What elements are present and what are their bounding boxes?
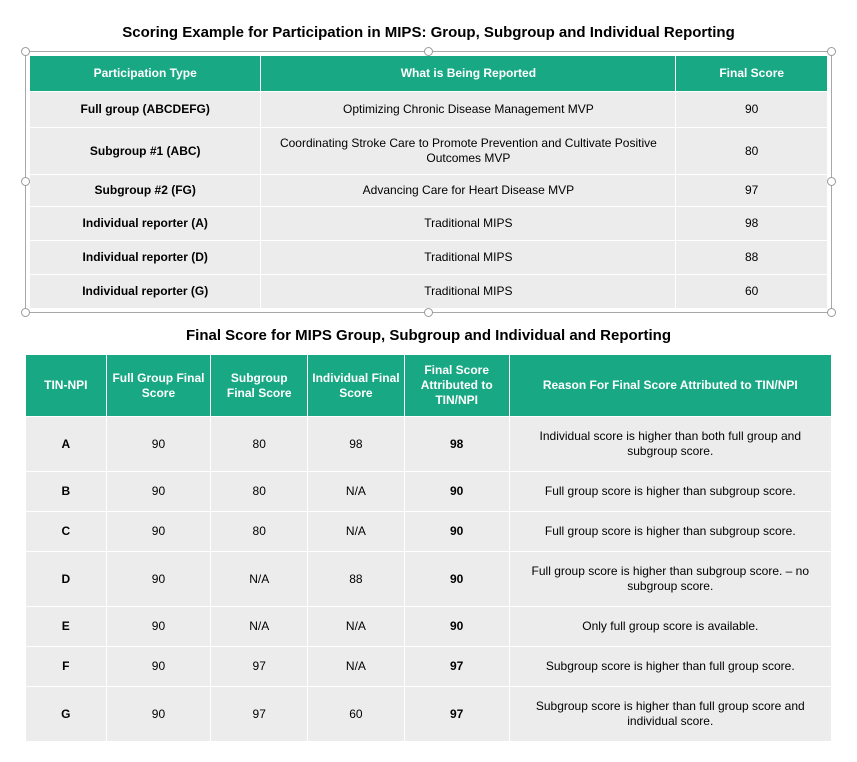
cell-final: 90 xyxy=(404,472,509,512)
cell-full: 90 xyxy=(106,552,211,607)
cell-full: 90 xyxy=(106,687,211,742)
cell-type: Full group (ABCDEFG) xyxy=(30,92,261,128)
cell-reason: Full group score is higher than subgroup… xyxy=(509,552,831,607)
cell-reason: Subgroup score is higher than full group… xyxy=(509,687,831,742)
table-row: B 90 80 N/A 90 Full group score is highe… xyxy=(26,472,832,512)
th-reason: Reason For Final Score Attributed to TIN… xyxy=(509,355,831,417)
cell-report: Traditional MIPS xyxy=(261,207,676,241)
resize-handle-top-right[interactable] xyxy=(827,47,836,56)
cell-type: Individual reporter (A) xyxy=(30,207,261,241)
cell-sub: N/A xyxy=(211,607,308,647)
cell-reason: Subgroup score is higher than full group… xyxy=(509,647,831,687)
cell-score: 90 xyxy=(676,92,828,128)
cell-reason: Individual score is higher than both ful… xyxy=(509,417,831,472)
cell-score: 97 xyxy=(676,175,828,207)
cell-final: 97 xyxy=(404,647,509,687)
cell-final: 98 xyxy=(404,417,509,472)
cell-full: 90 xyxy=(106,607,211,647)
table-row: Individual reporter (D) Traditional MIPS… xyxy=(30,241,828,275)
cell-type: Subgroup #2 (FG) xyxy=(30,175,261,207)
resize-handle-mid-left[interactable] xyxy=(21,177,30,186)
cell-final: 90 xyxy=(404,607,509,647)
th-what-reported: What is Being Reported xyxy=(261,56,676,92)
resize-handle-bottom-center[interactable] xyxy=(424,308,433,317)
cell-score: 88 xyxy=(676,241,828,275)
cell-id: F xyxy=(26,647,107,687)
resize-handle-top-center[interactable] xyxy=(424,47,433,56)
cell-ind: N/A xyxy=(308,607,405,647)
table-row: D 90 N/A 88 90 Full group score is highe… xyxy=(26,552,832,607)
resize-handle-bottom-right[interactable] xyxy=(827,308,836,317)
resize-handle-top-left[interactable] xyxy=(21,47,30,56)
cell-score: 80 xyxy=(676,128,828,175)
resize-handle-mid-right[interactable] xyxy=(827,177,836,186)
table-row: A 90 80 98 98 Individual score is higher… xyxy=(26,417,832,472)
participation-table: Participation Type What is Being Reporte… xyxy=(29,55,828,309)
table-row: C 90 80 N/A 90 Full group score is highe… xyxy=(26,512,832,552)
cell-full: 90 xyxy=(106,472,211,512)
table-row: Subgroup #1 (ABC) Coordinating Stroke Ca… xyxy=(30,128,828,175)
cell-report: Traditional MIPS xyxy=(261,275,676,309)
cell-full: 90 xyxy=(106,417,211,472)
cell-sub: 80 xyxy=(211,417,308,472)
cell-final: 90 xyxy=(404,512,509,552)
cell-sub: N/A xyxy=(211,552,308,607)
cell-reason: Full group score is higher than subgroup… xyxy=(509,512,831,552)
cell-report: Coordinating Stroke Care to Promote Prev… xyxy=(261,128,676,175)
cell-id: B xyxy=(26,472,107,512)
table2-header-row: TIN-NPI Full Group Final Score Subgroup … xyxy=(26,355,832,417)
th-final-score: Final Score xyxy=(676,56,828,92)
resize-handle-bottom-left[interactable] xyxy=(21,308,30,317)
cell-ind: 98 xyxy=(308,417,405,472)
cell-type: Individual reporter (G) xyxy=(30,275,261,309)
cell-id: D xyxy=(26,552,107,607)
cell-final: 97 xyxy=(404,687,509,742)
cell-ind: N/A xyxy=(308,512,405,552)
table1-title: Scoring Example for Participation in MIP… xyxy=(25,24,832,41)
cell-type: Individual reporter (D) xyxy=(30,241,261,275)
cell-type: Subgroup #1 (ABC) xyxy=(30,128,261,175)
table-row: Individual reporter (A) Traditional MIPS… xyxy=(30,207,828,241)
cell-final: 90 xyxy=(404,552,509,607)
cell-full: 90 xyxy=(106,647,211,687)
cell-ind: N/A xyxy=(308,647,405,687)
cell-sub: 80 xyxy=(211,472,308,512)
cell-reason: Only full group score is available. xyxy=(509,607,831,647)
cell-id: C xyxy=(26,512,107,552)
cell-full: 90 xyxy=(106,512,211,552)
cell-report: Optimizing Chronic Disease Management MV… xyxy=(261,92,676,128)
cell-sub: 97 xyxy=(211,687,308,742)
final-score-table: TIN-NPI Full Group Final Score Subgroup … xyxy=(25,354,832,742)
th-subgroup: Subgroup Final Score xyxy=(211,355,308,417)
th-full-group: Full Group Final Score xyxy=(106,355,211,417)
cell-sub: 97 xyxy=(211,647,308,687)
table-row: F 90 97 N/A 97 Subgroup score is higher … xyxy=(26,647,832,687)
cell-reason: Full group score is higher than subgroup… xyxy=(509,472,831,512)
table-row: G 90 97 60 97 Subgroup score is higher t… xyxy=(26,687,832,742)
cell-sub: 80 xyxy=(211,512,308,552)
table-row: Full group (ABCDEFG) Optimizing Chronic … xyxy=(30,92,828,128)
cell-ind: 60 xyxy=(308,687,405,742)
table2-title: Final Score for MIPS Group, Subgroup and… xyxy=(25,327,832,344)
th-final-attributed: Final Score Attributed to TIN/NPI xyxy=(404,355,509,417)
th-tin-npi: TIN-NPI xyxy=(26,355,107,417)
cell-score: 60 xyxy=(676,275,828,309)
cell-id: G xyxy=(26,687,107,742)
table-row: E 90 N/A N/A 90 Only full group score is… xyxy=(26,607,832,647)
selection-frame[interactable]: Participation Type What is Being Reporte… xyxy=(25,51,832,313)
cell-id: A xyxy=(26,417,107,472)
th-individual: Individual Final Score xyxy=(308,355,405,417)
cell-id: E xyxy=(26,607,107,647)
cell-report: Advancing Care for Heart Disease MVP xyxy=(261,175,676,207)
cell-score: 98 xyxy=(676,207,828,241)
th-participation-type: Participation Type xyxy=(30,56,261,92)
cell-report: Traditional MIPS xyxy=(261,241,676,275)
table1-header-row: Participation Type What is Being Reporte… xyxy=(30,56,828,92)
table-row: Subgroup #2 (FG) Advancing Care for Hear… xyxy=(30,175,828,207)
cell-ind: N/A xyxy=(308,472,405,512)
table-row: Individual reporter (G) Traditional MIPS… xyxy=(30,275,828,309)
cell-ind: 88 xyxy=(308,552,405,607)
